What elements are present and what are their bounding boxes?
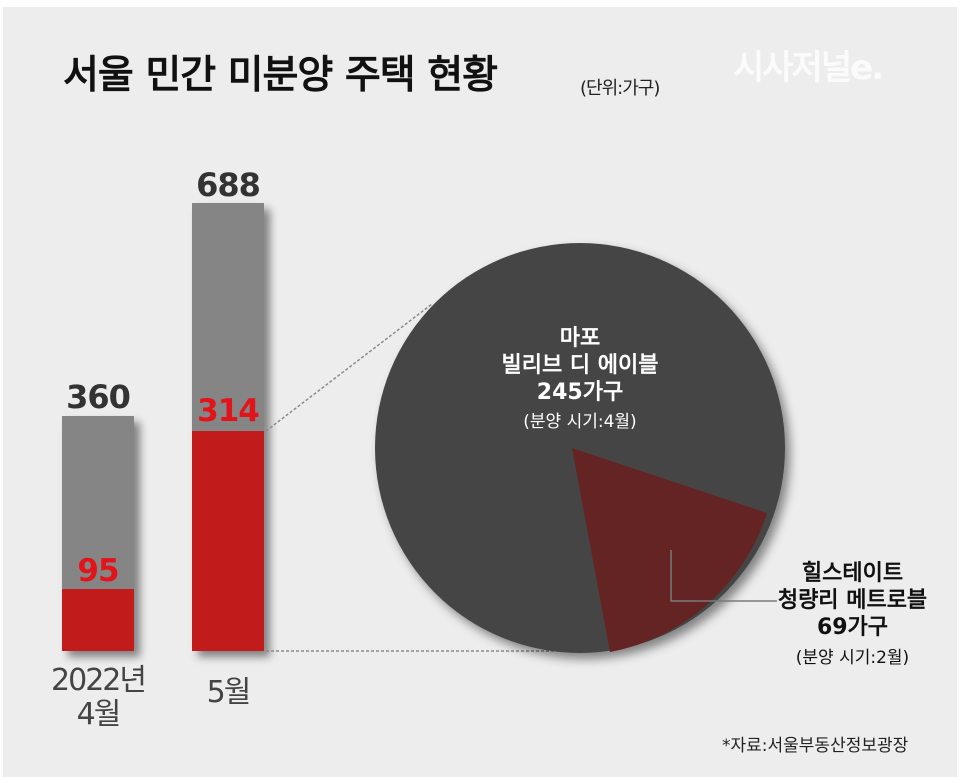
pie-label-value: 245가구 xyxy=(536,380,624,405)
bar-highlight-label: 314 xyxy=(197,393,260,429)
bar-highlight-label: 95 xyxy=(77,553,119,589)
x-label-line1: 2022년 xyxy=(51,663,147,698)
pie-label-small-sub: (분양 시기:2월) xyxy=(795,648,910,668)
unit-label: (단위:가구) xyxy=(580,78,660,99)
bar-segment-highlight xyxy=(62,589,134,651)
pie-label-small: 힐스테이트 청량리 메트로블 69가구 xyxy=(760,560,945,641)
pie-label-value: 69가구 xyxy=(816,615,889,640)
bar-total-label: 688 xyxy=(196,166,261,204)
bar-may xyxy=(192,203,264,651)
x-label-line1: 5월 xyxy=(206,675,252,710)
callout-line xyxy=(670,550,777,602)
pie-slice-large xyxy=(375,243,785,653)
pie-slice-small xyxy=(572,448,767,652)
pie-label-line: 청량리 메트로블 xyxy=(777,588,928,613)
pie-label-line: 힐스테이트 xyxy=(801,561,904,586)
chart-title: 서울 민간 미분양 주택 현황 xyxy=(63,53,498,98)
bar-apr xyxy=(62,416,134,651)
pie-label-large: 마포 빌리브 디 에이블 245가구 xyxy=(455,325,705,406)
x-axis-label-may: 5월 xyxy=(170,676,286,710)
x-axis-label-apr: 2022년 4월 xyxy=(40,664,156,732)
pie-label-large-sub: (분양 시기:4월) xyxy=(523,412,637,432)
source-note: *자료:서울부동산정보광장 xyxy=(722,736,909,756)
bar-total-label: 360 xyxy=(66,378,131,416)
pie-label-line: 빌리브 디 에이블 xyxy=(501,353,659,378)
brand-logo: 시사저널e. xyxy=(733,48,884,88)
pie-label-line: 마포 xyxy=(559,326,601,351)
x-label-line2: 4월 xyxy=(76,697,122,732)
bar-segment-highlight xyxy=(192,431,264,651)
